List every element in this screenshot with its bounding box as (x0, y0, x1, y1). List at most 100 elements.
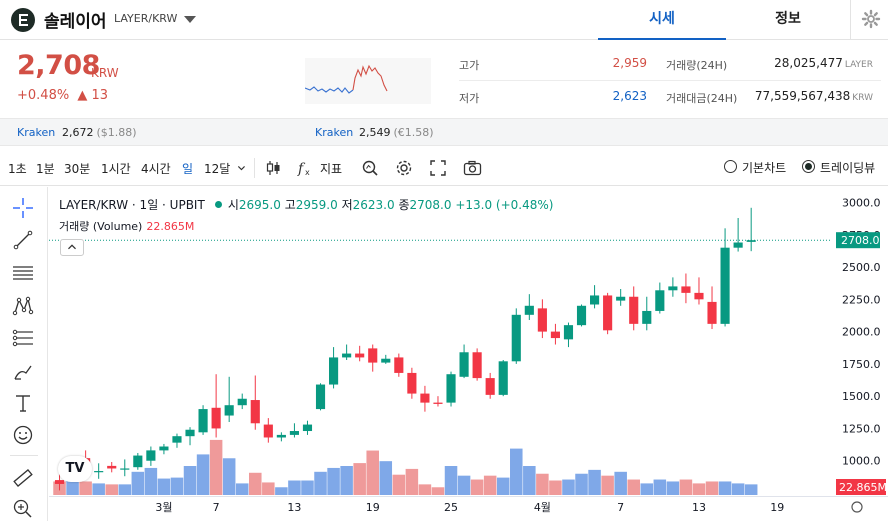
time-tick-label: 19 (770, 501, 784, 514)
timeframe-1d[interactable]: 일 (182, 162, 194, 176)
view-tradingview-radio[interactable] (802, 160, 815, 173)
trend-line-icon[interactable] (12, 229, 34, 251)
timeframe-1s[interactable]: 1초 (8, 162, 27, 176)
indicator-fx-icon[interactable]: f x (296, 159, 314, 177)
volume-bar (679, 479, 693, 495)
volume-legend-label: 거래량 (Volume) (59, 220, 143, 233)
candle-body (733, 242, 743, 248)
legend-open-label: 시 (227, 198, 239, 212)
timeframe-1h[interactable]: 1시간 (101, 162, 131, 176)
volume-bar (327, 467, 340, 495)
candlestick-chart[interactable]: 1000.0 1250.0 1500.0 1750.0 2000.0 2250.0 2500… (49, 187, 888, 521)
current-price: 2,708 (17, 50, 100, 81)
exchange-name-eur[interactable]: Kraken (315, 126, 354, 139)
candle-body (616, 296, 626, 301)
horizontal-lines-icon[interactable] (12, 262, 34, 284)
change-absolute: 13 (91, 88, 109, 103)
view-basic-label[interactable]: 기본차트 (742, 161, 787, 175)
svg-text:x: x (305, 168, 310, 177)
volume-legend-value: 22.865M (146, 220, 195, 233)
camera-icon[interactable] (462, 159, 482, 177)
candle-body (524, 305, 534, 315)
timeframe-30m[interactable]: 30분 (64, 162, 91, 176)
tab-quote[interactable]: 시세 (598, 0, 726, 40)
stats-divider (459, 80, 881, 81)
candle-body (276, 434, 286, 438)
sparkline-blue (305, 86, 354, 94)
time-tick-label: 13 (692, 501, 706, 514)
volume-bar (249, 472, 262, 495)
low-value: 2,623 (612, 89, 647, 103)
timeframe-4h[interactable]: 4시간 (141, 162, 171, 176)
candle-body (459, 352, 469, 377)
time-tick-label: 7 (213, 501, 220, 514)
view-basic-radio[interactable] (724, 160, 737, 173)
tradingview-logo[interactable]: TV (58, 456, 92, 482)
volume-bar (588, 469, 601, 495)
sparkline-chart (305, 58, 431, 104)
candle-body (211, 407, 221, 429)
ruler-icon[interactable] (12, 467, 34, 489)
candle-body (224, 405, 234, 416)
volume-bar (275, 487, 288, 495)
volume-bar (340, 466, 353, 495)
exchange-price-eur: 2,549 (€1.58) (359, 126, 434, 139)
legend-high-label: 고 (284, 198, 296, 212)
candle-body (407, 372, 417, 394)
volume-badge (836, 479, 886, 495)
header-divider (850, 0, 851, 40)
exchange-name-usd[interactable]: Kraken (17, 126, 56, 139)
volume-bar (379, 461, 393, 495)
volume-bar (301, 480, 314, 495)
zoom-in-icon[interactable] (12, 498, 34, 520)
coin-name[interactable]: 솔레이어 (44, 12, 107, 32)
text-tool-icon[interactable] (12, 392, 34, 414)
fib-retracement-icon[interactable] (12, 327, 34, 349)
candle-style-icon[interactable] (264, 159, 282, 177)
candle-body (694, 292, 704, 300)
chart-settings-gear-icon[interactable] (395, 159, 413, 177)
candle-body (446, 374, 456, 403)
change-percent: +0.48% (17, 88, 70, 103)
volume-bar (405, 468, 419, 495)
compare-search-icon[interactable] (361, 159, 379, 177)
volume-value: 28,025,477 LAYER (730, 56, 873, 70)
candle-body (472, 352, 482, 379)
amount-number: 77,559,567,438 (754, 89, 851, 103)
brush-icon[interactable] (12, 360, 34, 382)
candle-body (381, 358, 391, 363)
tab-info[interactable]: 정보 (775, 11, 801, 27)
indicator-label[interactable]: 지표 (320, 162, 343, 176)
view-tradingview-label[interactable]: 트레이딩뷰 (820, 161, 876, 175)
timeframe-dropdown-chevron-icon[interactable] (236, 159, 250, 177)
chart-toolbar: 1초 1분 30분 1시간 4시간 일 12달 f x 지표 (0, 150, 888, 186)
gear-icon[interactable] (861, 9, 881, 29)
volume-bar (614, 471, 627, 495)
volume-bar (79, 481, 92, 495)
candle-body (185, 429, 195, 437)
candle-body (746, 240, 756, 242)
high-value: 2,959 (612, 56, 647, 70)
coin-pair[interactable]: LAYER/KRW (114, 12, 178, 25)
timeframe-12mo[interactable]: 12달 (204, 162, 231, 176)
price-tick-label: 2000.0 (842, 326, 881, 339)
candle-body (120, 468, 130, 470)
timeframe-1m[interactable]: 1분 (36, 162, 55, 176)
crosshair-icon[interactable] (12, 197, 34, 219)
settings-circle-icon[interactable] (851, 501, 863, 513)
time-tick-label: 3월 (155, 501, 172, 514)
emoji-icon[interactable] (12, 424, 34, 446)
legend-collapse-button[interactable] (60, 239, 84, 256)
legend-close: 2708.0 (409, 198, 452, 212)
volume-bar (288, 480, 301, 495)
volume-bar (470, 479, 484, 495)
volume-bar (731, 483, 745, 495)
coin-logo-icon (11, 8, 35, 32)
legend-high: 2959.0 (295, 198, 338, 212)
price-tick-label: 1250.0 (842, 422, 881, 435)
fullscreen-icon[interactable] (429, 159, 447, 177)
pattern-icon[interactable] (12, 295, 34, 317)
top-header: 솔레이어 LAYER/KRW 시세 정보 (0, 0, 888, 40)
price-candles (54, 207, 756, 491)
coin-dropdown-caret-icon[interactable] (184, 16, 196, 23)
